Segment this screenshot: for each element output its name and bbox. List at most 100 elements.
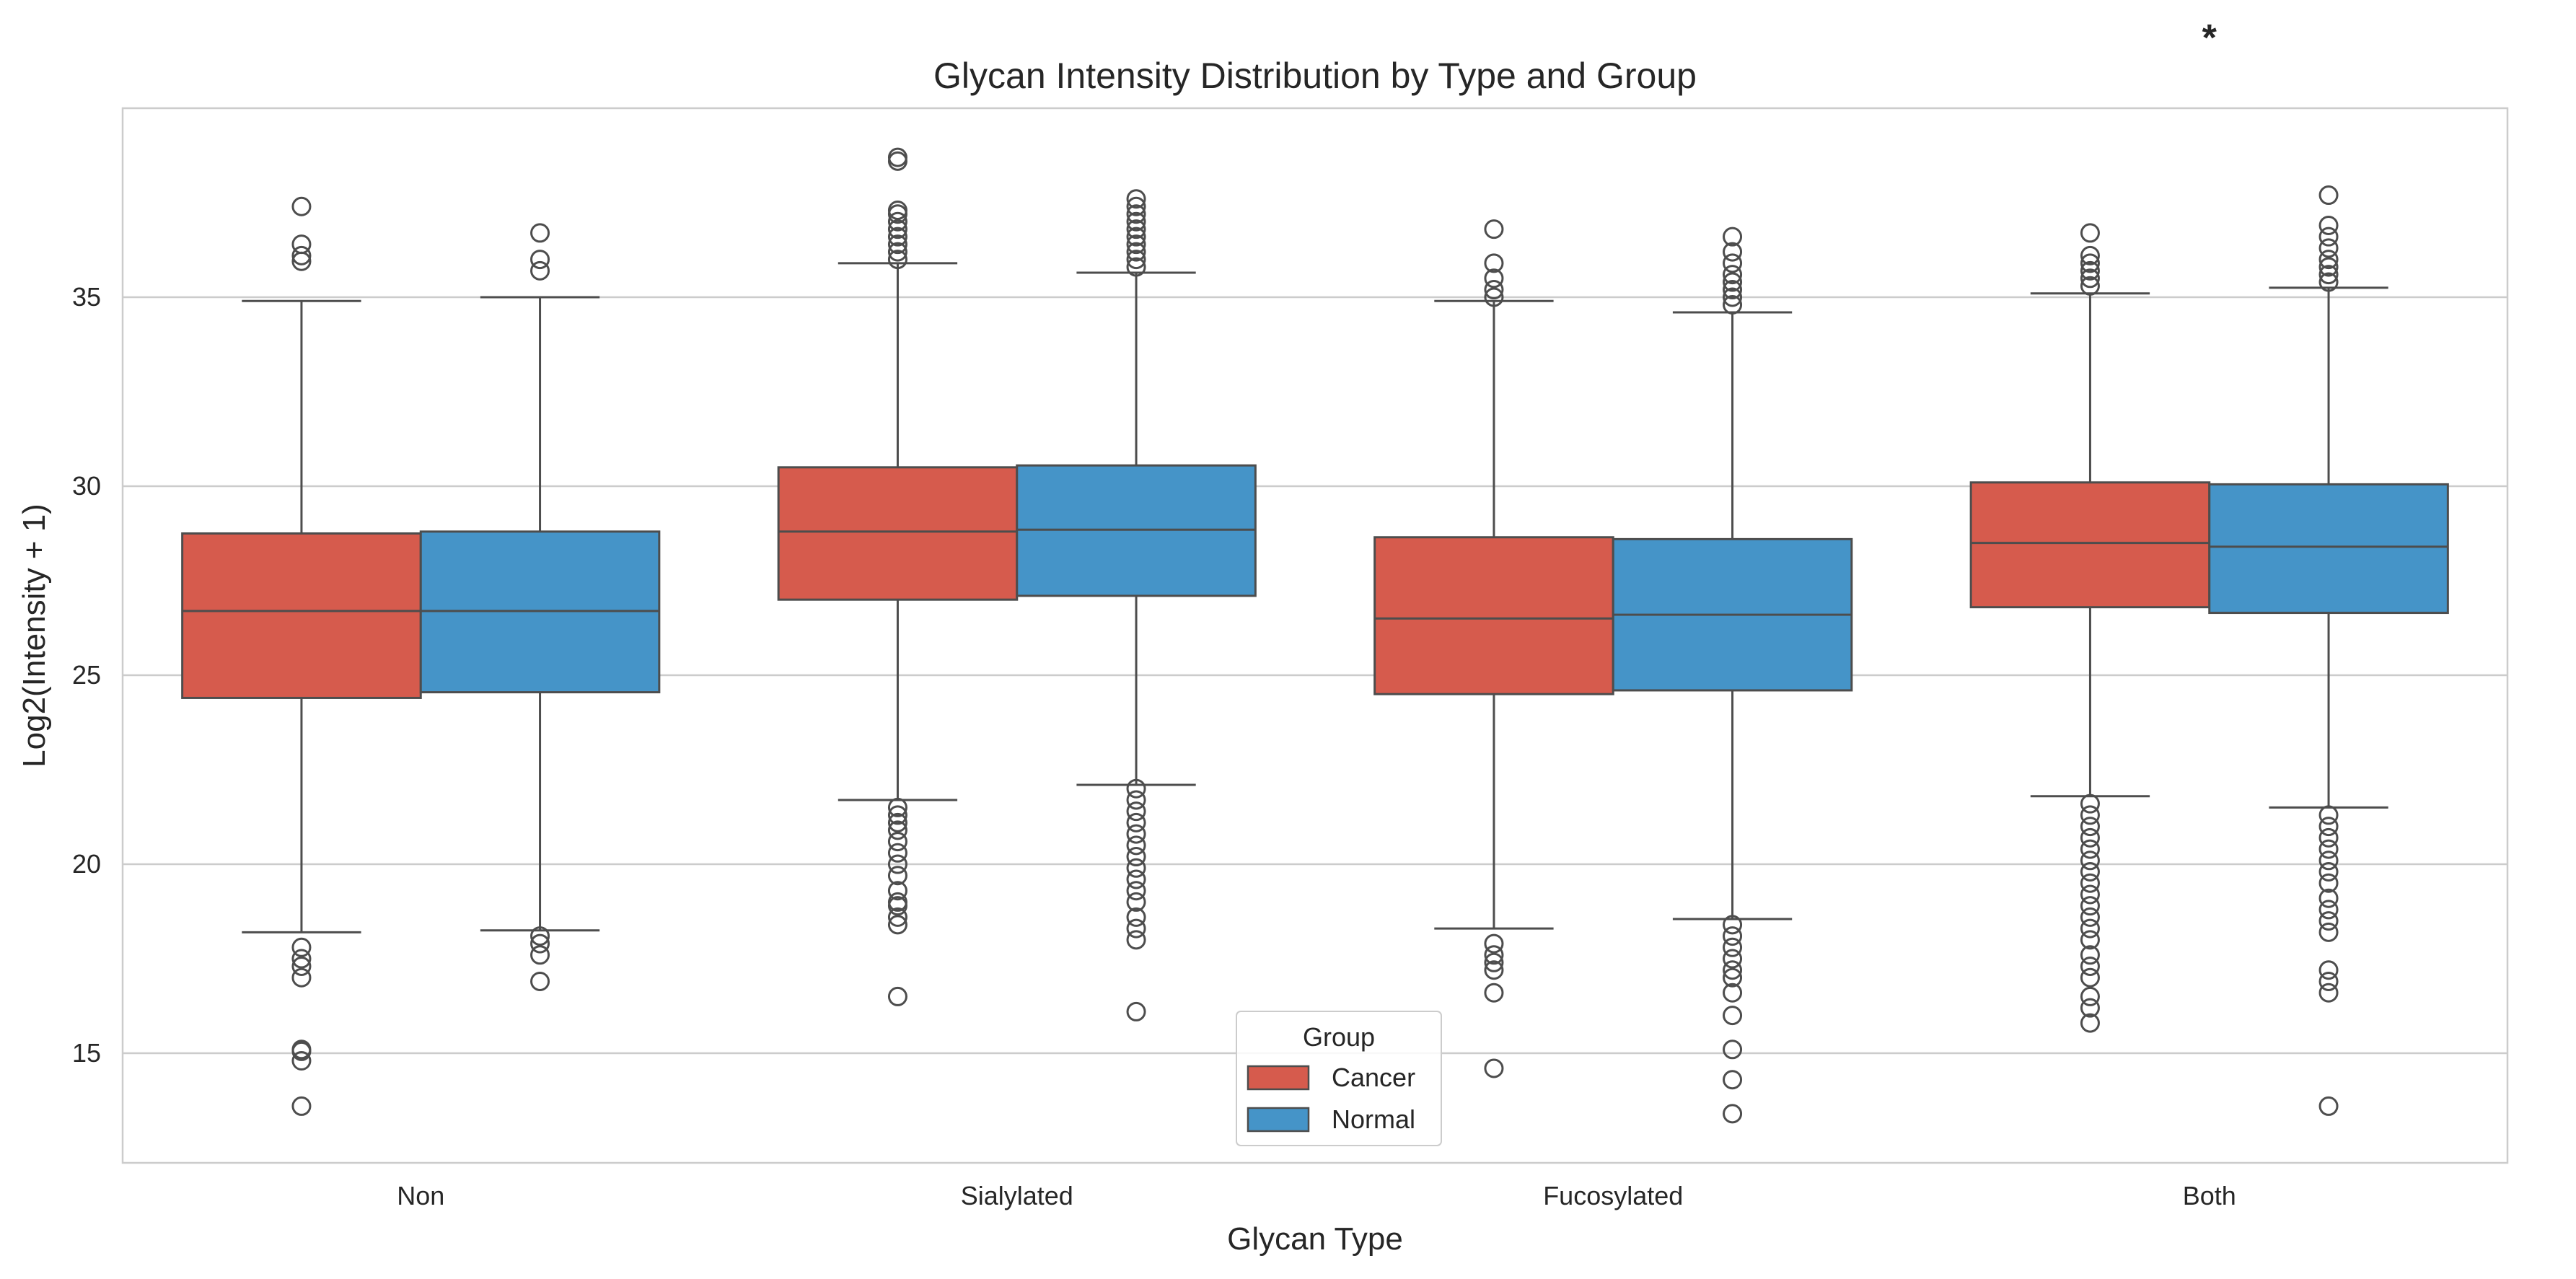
outlier-point bbox=[887, 219, 907, 239]
outlier-point bbox=[2080, 967, 2100, 988]
outlier-point bbox=[2080, 986, 2100, 1006]
outlier-point bbox=[2080, 268, 2100, 289]
outlier-point bbox=[887, 227, 907, 247]
y-tick-label: 35 bbox=[72, 282, 101, 312]
outlier-point bbox=[2080, 884, 2100, 905]
legend-swatch bbox=[1247, 1107, 1310, 1133]
outlier-point bbox=[1126, 204, 1146, 224]
iqr-box bbox=[777, 466, 1019, 601]
outlier-point bbox=[1723, 1040, 1743, 1060]
outlier-point bbox=[1126, 918, 1146, 939]
outlier-point bbox=[530, 971, 550, 991]
outlier-point bbox=[1723, 242, 1743, 262]
outlier-point bbox=[2080, 907, 2100, 927]
outlier-point bbox=[1723, 1104, 1743, 1124]
significance-annotation: * bbox=[2202, 17, 2217, 59]
outlier-point bbox=[1126, 196, 1146, 216]
outlier-point bbox=[1723, 915, 1743, 935]
outlier-point bbox=[291, 196, 312, 216]
outlier-point bbox=[291, 234, 312, 255]
outlier-point bbox=[887, 866, 907, 886]
chart-title: Glycan Intensity Distribution by Type an… bbox=[933, 56, 1697, 96]
outlier-point bbox=[1126, 812, 1146, 832]
outlier-point bbox=[2080, 817, 2100, 837]
outlier-point bbox=[2318, 215, 2339, 235]
outlier-point bbox=[1723, 937, 1743, 957]
x-tick-label: Both bbox=[2183, 1181, 2236, 1210]
outlier-point bbox=[1126, 907, 1146, 927]
outlier-point bbox=[2318, 851, 2339, 871]
outlier-point bbox=[1723, 1006, 1743, 1026]
plot-area-frame bbox=[121, 107, 2509, 1164]
box-group bbox=[1612, 227, 1853, 1124]
outlier-point bbox=[1126, 824, 1146, 844]
outlier-point bbox=[2080, 896, 2100, 916]
outlier-point bbox=[1126, 930, 1146, 950]
outlier-point bbox=[1723, 926, 1743, 946]
outlier-point bbox=[887, 812, 907, 832]
outlier-point bbox=[1484, 945, 1504, 965]
x-tick-label: Sialylated bbox=[961, 1181, 1073, 1210]
outlier-point bbox=[2318, 257, 2339, 277]
outlier-point bbox=[887, 896, 907, 916]
outlier-point bbox=[887, 907, 907, 927]
outlier-point bbox=[1484, 253, 1504, 273]
box-group bbox=[2208, 185, 2449, 1116]
outlier-point bbox=[887, 915, 907, 935]
outlier-point bbox=[2080, 957, 2100, 977]
outlier-point bbox=[2318, 250, 2339, 270]
outlier-point bbox=[1126, 835, 1146, 856]
outlier-point bbox=[1723, 253, 1743, 273]
outlier-point bbox=[530, 933, 550, 954]
outlier-point bbox=[2318, 817, 2339, 837]
outlier-point bbox=[1126, 1001, 1146, 1021]
outlier-point bbox=[1126, 892, 1146, 912]
outlier-point bbox=[291, 1096, 312, 1116]
outlier-point bbox=[530, 945, 550, 965]
outlier-point bbox=[1126, 257, 1146, 277]
tick-layer: 15 20 25 30 35 Non Sialylated Fucosylated Both bbox=[72, 282, 2236, 1210]
y-tick-label: 30 bbox=[72, 471, 101, 501]
outlier-point bbox=[887, 881, 907, 901]
outlier-point bbox=[530, 250, 550, 270]
outlier-point bbox=[291, 1041, 312, 1061]
outlier-point bbox=[2080, 930, 2100, 950]
outlier-point bbox=[530, 223, 550, 243]
iqr-box bbox=[1373, 536, 1614, 695]
outlier-point bbox=[1484, 952, 1504, 972]
outlier-point bbox=[2318, 900, 2339, 920]
outlier-point bbox=[2080, 862, 2100, 882]
outlier-point bbox=[1484, 933, 1504, 954]
legend[interactable]: Group Cancer Normal bbox=[1236, 1011, 1442, 1146]
outlier-point bbox=[2080, 839, 2100, 859]
outlier-point bbox=[1126, 250, 1146, 270]
outlier-point bbox=[2318, 971, 2339, 991]
box-group bbox=[1016, 189, 1257, 1021]
outlier-point bbox=[1723, 983, 1743, 1003]
outlier-point bbox=[2080, 873, 2100, 893]
outlier-point bbox=[1126, 801, 1146, 822]
outlier-point bbox=[291, 949, 312, 969]
box-group bbox=[419, 223, 661, 991]
outlier-point bbox=[1126, 189, 1146, 209]
outlier-point bbox=[2080, 260, 2100, 281]
outlier-point bbox=[887, 200, 907, 220]
outlier-point bbox=[2318, 185, 2339, 206]
outlier-point bbox=[291, 245, 312, 265]
outlier-point bbox=[2080, 945, 2100, 965]
outlier-point bbox=[1484, 219, 1504, 239]
outlier-point bbox=[2318, 265, 2339, 285]
outlier-point bbox=[1484, 287, 1504, 307]
legend-swatch bbox=[1247, 1065, 1310, 1091]
outlier-point bbox=[1723, 227, 1743, 247]
outlier-point bbox=[2318, 227, 2339, 247]
outlier-point bbox=[2318, 272, 2339, 292]
outlier-point bbox=[887, 242, 907, 262]
iqr-box bbox=[181, 532, 422, 699]
outlier-point bbox=[1723, 967, 1743, 988]
outlier-point bbox=[2318, 983, 2339, 1003]
outlier-point bbox=[1484, 1058, 1504, 1078]
legend-label: Normal bbox=[1332, 1104, 1415, 1134]
outlier-point bbox=[1126, 858, 1146, 878]
